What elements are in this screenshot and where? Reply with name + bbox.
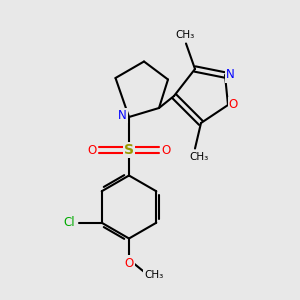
Text: CH₃: CH₃: [144, 269, 164, 280]
Text: O: O: [161, 143, 170, 157]
Text: O: O: [229, 98, 238, 112]
Text: S: S: [124, 143, 134, 157]
Text: O: O: [124, 256, 134, 270]
Text: Cl: Cl: [64, 216, 75, 229]
Text: N: N: [226, 68, 235, 82]
Text: CH₃: CH₃: [175, 30, 194, 40]
Text: CH₃: CH₃: [190, 152, 209, 162]
Text: N: N: [118, 109, 127, 122]
Text: O: O: [88, 143, 97, 157]
